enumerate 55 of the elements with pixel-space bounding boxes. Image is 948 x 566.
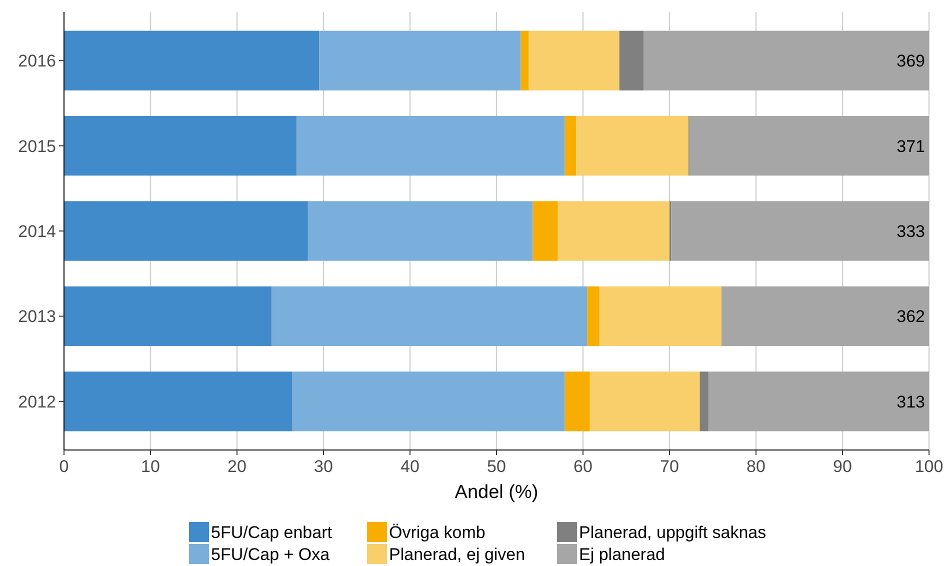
legend-label: 5FU/Cap + Oxa	[211, 545, 330, 564]
bar	[590, 372, 700, 432]
bar	[700, 372, 708, 432]
x-tick-label: 60	[574, 457, 592, 476]
x-tick-label: 30	[314, 457, 333, 476]
bar	[528, 30, 620, 90]
bar	[576, 116, 689, 176]
bar	[64, 372, 292, 432]
legend-label: Ej planerad	[579, 545, 666, 564]
x-tick-label: 100	[914, 457, 944, 476]
bar	[520, 30, 529, 90]
bar	[296, 116, 565, 176]
x-tick-label: 70	[660, 457, 679, 476]
x-tick-label: 50	[487, 457, 506, 476]
bar	[272, 286, 588, 346]
bar	[619, 30, 644, 90]
annotation: 362	[896, 307, 925, 326]
annotation: 313	[896, 392, 925, 412]
bar	[308, 201, 533, 261]
legend-label: Planerad, ej given	[389, 545, 526, 564]
bar	[708, 372, 929, 432]
y-tick-label: 2016	[18, 52, 56, 71]
bar	[558, 201, 670, 261]
x-axis-title: Andel (%)	[454, 482, 538, 503]
y-tick-label: 2012	[18, 392, 56, 412]
bar	[64, 286, 272, 346]
x-tick-label: 10	[141, 457, 160, 476]
annotation: 369	[896, 52, 925, 71]
bar	[532, 201, 558, 261]
bar	[644, 30, 929, 90]
bar	[689, 116, 929, 176]
x-tick-label: 80	[746, 457, 766, 476]
x-tick-label: 0	[59, 457, 69, 476]
annotation: 333	[896, 222, 925, 241]
x-tick-label: 90	[833, 457, 852, 476]
bar	[292, 372, 565, 432]
bar	[587, 286, 600, 346]
bar	[319, 30, 521, 90]
y-tick-label: 2015	[18, 136, 56, 156]
bar	[721, 286, 929, 346]
bar	[564, 116, 576, 176]
legend-label: Planerad, uppgift saknas	[579, 523, 766, 542]
legend-label: Övriga komb	[389, 523, 486, 542]
y-tick-label: 2014	[18, 222, 56, 241]
x-tick-label: 40	[400, 457, 420, 476]
bar	[564, 372, 590, 432]
bar	[671, 201, 929, 261]
legend-label: 5FU/Cap enbart	[211, 523, 332, 542]
bar	[64, 30, 320, 90]
annotation: 371	[896, 136, 925, 156]
bar	[599, 286, 722, 346]
x-tick-label: 20	[228, 457, 246, 476]
bar	[64, 116, 297, 176]
bar	[64, 201, 308, 261]
y-tick-label: 2013	[18, 307, 56, 326]
